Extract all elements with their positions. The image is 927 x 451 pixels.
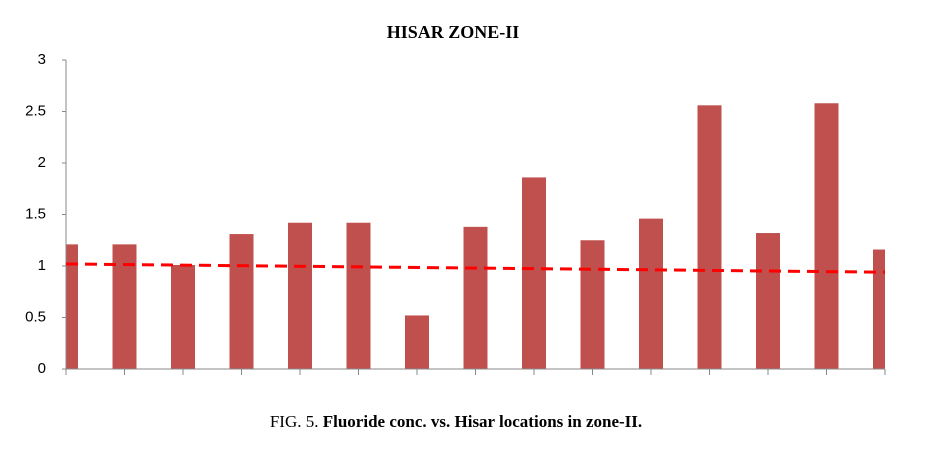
bar	[756, 233, 780, 369]
bar	[697, 105, 722, 369]
bar	[522, 177, 546, 369]
bar	[463, 226, 488, 369]
bar	[580, 240, 605, 369]
bar	[873, 249, 885, 369]
bar	[346, 222, 371, 369]
bar	[814, 103, 839, 369]
y-tick-label: 0	[38, 360, 46, 377]
y-tick-label: 0.5	[25, 308, 46, 325]
bar	[171, 264, 195, 369]
caption-label: FIG. 5.	[270, 412, 319, 431]
bar	[229, 234, 254, 369]
chart-title: HISAR ZONE-II	[387, 22, 520, 42]
caption-text: Fluoride conc. vs. Hisar locations in zo…	[323, 412, 642, 431]
bar	[405, 315, 429, 369]
bar	[288, 222, 312, 369]
trendline	[65, 262, 886, 274]
bar	[66, 244, 78, 369]
y-tick-label: 2.5	[25, 102, 46, 119]
caption: FIG. 5. Fluoride conc. vs. Hisar locatio…	[270, 412, 642, 431]
bar	[639, 218, 663, 369]
y-tick-label: 1.5	[25, 205, 46, 222]
plot-area	[66, 103, 885, 369]
y-tick-label: 2	[38, 154, 46, 171]
y-tick-label: 1	[38, 257, 46, 274]
y-tick-label: 3	[38, 51, 46, 68]
